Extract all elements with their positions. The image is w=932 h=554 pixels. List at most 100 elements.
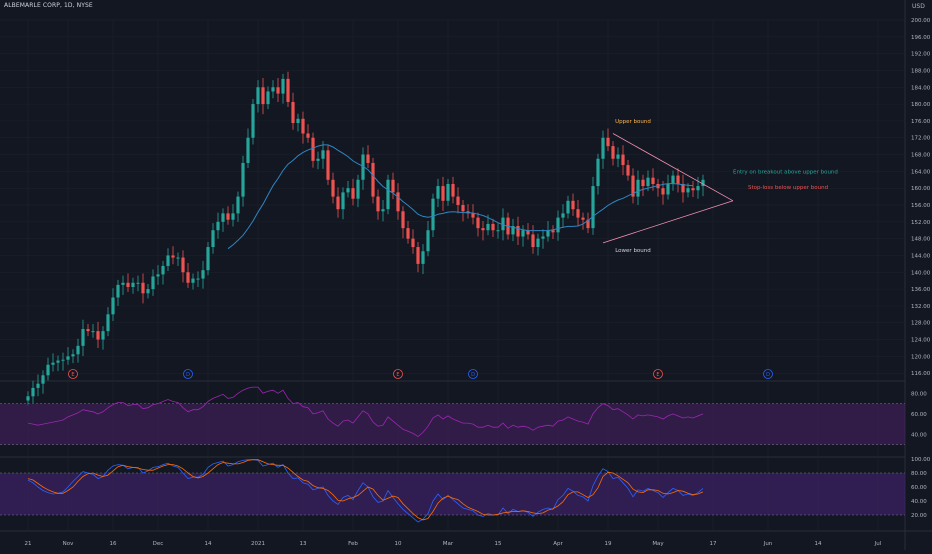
dividend-marker (183, 369, 193, 379)
stoch-tick-label: 100.00 (911, 457, 931, 463)
lower-bound-label: Lower bound (615, 248, 651, 254)
candle-body (81, 329, 85, 346)
candle-body (371, 162, 375, 197)
candle-body (611, 146, 615, 159)
candle-body (166, 255, 170, 266)
candle-body (336, 196, 340, 210)
candle-body (26, 396, 30, 401)
stoch-d-line (27, 459, 704, 521)
candle-body (351, 188, 355, 199)
y-tick-label: 132.00 (911, 304, 931, 310)
x-tick-label: 10 (395, 541, 402, 547)
y-tick-label: 148.00 (911, 237, 931, 243)
candle-body (401, 211, 405, 229)
stoch-tick-label: 20.00 (911, 513, 927, 519)
candle-body (621, 154, 625, 166)
candle-body (76, 345, 80, 355)
candle-body (46, 364, 50, 376)
candle-body (231, 213, 235, 220)
rsi-tick-label: 40.00 (911, 432, 927, 438)
x-tick-label: Mar (443, 541, 454, 547)
y-tick-label: 196.00 (911, 35, 931, 41)
candle-body (501, 217, 505, 231)
candle-body (146, 289, 150, 294)
event-marker-label: E (656, 372, 659, 378)
candle-body (51, 362, 55, 365)
candle-body (156, 274, 160, 277)
candle-body (471, 213, 475, 218)
candle-body (556, 217, 560, 233)
candle-body (66, 356, 70, 360)
candle-body (296, 118, 300, 124)
candle-body (451, 183, 455, 197)
candle-body (356, 179, 360, 199)
stoch-tick-label: 60.00 (911, 485, 927, 491)
candle-body (211, 230, 215, 248)
candle-body (531, 234, 535, 248)
x-tick-label: May (652, 541, 664, 547)
candle-body (696, 186, 700, 191)
x-tick-label: 15 (495, 541, 502, 547)
x-tick-label: Dec (153, 541, 164, 547)
event-marker-label: D (471, 372, 475, 378)
candle-body (616, 154, 620, 159)
candle-body (636, 179, 640, 197)
candle-body (431, 198, 435, 231)
candle-body (411, 238, 415, 248)
event-marker-label: D (186, 372, 190, 378)
candle-body (561, 213, 565, 218)
candle-body (671, 175, 675, 184)
candle-body (381, 209, 385, 212)
x-tick-label: Feb (348, 541, 358, 547)
candle-body (201, 270, 205, 279)
x-tick-label: 2021 (251, 541, 265, 547)
candle-body (376, 196, 380, 212)
candle-body (591, 186, 595, 229)
y-tick-label: 124.00 (911, 338, 931, 344)
candle-body (206, 247, 210, 271)
candle-body (281, 78, 285, 94)
candle-body (491, 223, 495, 231)
rsi-tick-label: 80.00 (911, 391, 927, 397)
candle-body (321, 150, 325, 159)
y-tick-label: 200.00 (911, 18, 931, 24)
candle-body (291, 101, 295, 124)
candle-body (546, 230, 550, 237)
candle-body (541, 236, 545, 239)
candle-body (536, 238, 540, 248)
rsi-tick-label: 60.00 (911, 412, 927, 418)
rsi-band (0, 403, 905, 445)
candle-body (41, 375, 45, 384)
candle-body (421, 251, 425, 264)
candle-body (666, 183, 670, 195)
candle-body (311, 137, 315, 161)
x-tick-label: 13 (300, 541, 307, 547)
candle-body (511, 226, 515, 235)
candle-body (86, 329, 90, 332)
candle-body (271, 87, 275, 92)
moving-average-line (227, 144, 694, 250)
candle-body (186, 272, 190, 283)
candle-body (651, 177, 655, 184)
candle-body (111, 297, 115, 315)
candle-body (161, 265, 165, 275)
stoch-tick-label: 80.00 (911, 471, 927, 477)
candle-body (331, 179, 335, 197)
y-tick-label: 144.00 (911, 253, 931, 259)
candle-body (581, 217, 585, 220)
candle-body (686, 188, 690, 193)
candle-body (586, 219, 590, 229)
candle-body (276, 87, 280, 94)
y-tick-label: 116.00 (911, 371, 931, 377)
candle-body (316, 158, 320, 161)
candle-body (91, 331, 95, 333)
candle-body (226, 213, 230, 220)
candle-body (121, 282, 125, 285)
candle-body (31, 387, 35, 397)
candle-body (361, 154, 365, 180)
candle-body (661, 188, 665, 195)
candle-body (496, 230, 500, 232)
candle-body (246, 137, 250, 163)
